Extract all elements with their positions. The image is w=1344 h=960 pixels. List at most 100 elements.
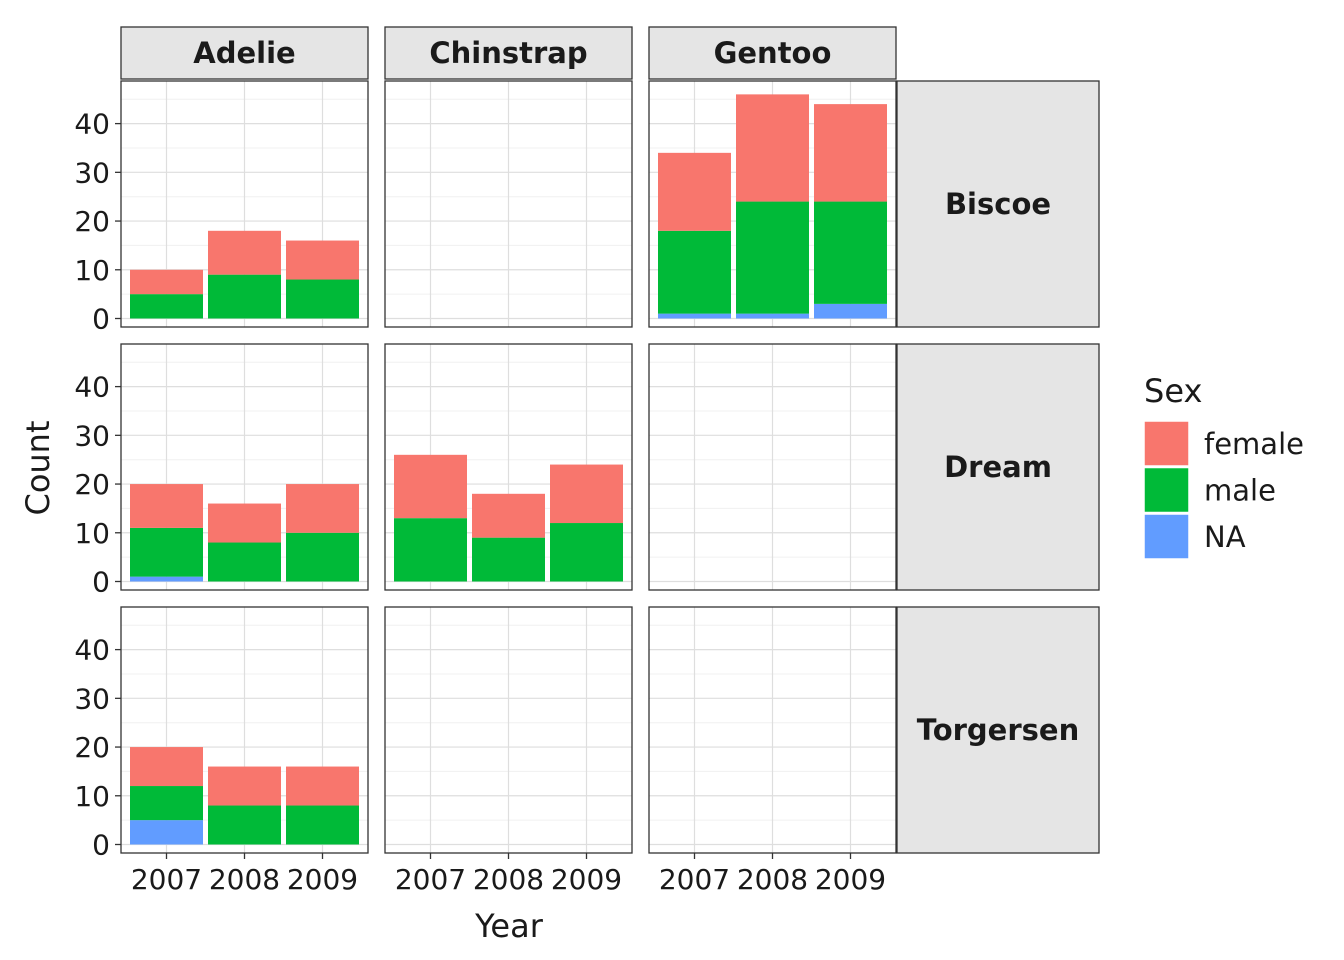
bar-male-2007: [658, 230, 731, 314]
y-tick-label: 40: [74, 634, 110, 667]
y-axis-title: Count: [19, 420, 57, 515]
legend-key-male: [1143, 466, 1190, 514]
y-tick-label: 20: [74, 731, 110, 764]
bar-male-2008: [208, 805, 281, 845]
legend-key-na: [1143, 513, 1190, 560]
y-tick-label: 30: [74, 156, 110, 189]
strip-torgersen: [896, 606, 1100, 854]
panel-border: [384, 80, 633, 328]
bar-male-2009: [550, 523, 623, 582]
bar-male-2007: [130, 294, 203, 319]
y-tick-label: 40: [74, 371, 110, 404]
bar-female-2009: [550, 464, 623, 524]
x-tick-label: 2008: [209, 863, 280, 896]
legend-label-female: female: [1204, 427, 1304, 461]
bar-na-2007: [658, 313, 731, 319]
bar-male-2009: [814, 201, 887, 304]
panel-gentoo-biscoe: [648, 80, 897, 328]
panel-border: [384, 343, 633, 591]
y-tick-label: 10: [74, 254, 110, 287]
bar-male-2008: [472, 537, 545, 582]
bar-female-2008: [208, 503, 281, 543]
bar-female-2009: [286, 240, 359, 280]
panel-chinstrap-torgersen: [384, 606, 633, 854]
panel-border: [120, 343, 369, 591]
strip-label-gentoo: Gentoo: [714, 36, 832, 70]
strip-dream: [896, 343, 1100, 591]
bar-male-2009: [286, 279, 359, 319]
panel-adelie-biscoe: [120, 80, 369, 328]
bar-female-2008: [208, 230, 281, 275]
bar-female-2007: [130, 269, 203, 295]
x-tick-label: 2009: [551, 863, 622, 896]
x-tick-label: 2007: [395, 863, 466, 896]
panel-chinstrap-biscoe: [384, 80, 633, 328]
x-tick-label: 2007: [659, 863, 730, 896]
bar-female-2007: [130, 484, 203, 528]
bar-female-2007: [130, 747, 203, 787]
x-tick-label: 2007: [131, 863, 202, 896]
y-tick-label: 20: [74, 468, 110, 501]
bar-male-2007: [130, 786, 203, 821]
panel-border: [648, 80, 897, 328]
bar-female-2008: [208, 766, 281, 806]
y-tick-label: 0: [92, 566, 110, 599]
y-tick-label: 0: [92, 829, 110, 862]
strip-adelie: [120, 26, 369, 80]
x-axis-title: Year: [474, 907, 544, 945]
bar-female-2008: [472, 493, 545, 538]
strip-label-chinstrap: Chinstrap: [429, 36, 587, 70]
bar-na-2007: [130, 576, 203, 582]
bar-na-2008: [736, 313, 809, 319]
strip-chinstrap: [384, 26, 633, 80]
y-tick-label: 30: [74, 682, 110, 715]
legend-key-female: [1143, 420, 1190, 467]
bar-male-2009: [286, 532, 359, 582]
bar-female-2009: [814, 104, 887, 202]
bar-female-2007: [658, 152, 731, 231]
y-tick-label: 40: [74, 108, 110, 141]
bar-female-2009: [286, 766, 359, 806]
legend-title: Sex: [1144, 372, 1202, 410]
panels-layer: [120, 80, 897, 854]
strip-label-biscoe: Biscoe: [945, 187, 1051, 221]
strip-gentoo: [648, 26, 897, 80]
strips-layer: Adelie Chinstrap Gentoo Biscoe Dream Torgerse…: [120, 26, 1100, 854]
legend-label-male: male: [1204, 474, 1276, 508]
x-tick-label: 2009: [815, 863, 886, 896]
x-tick-label: 2008: [737, 863, 808, 896]
panel-gentoo-torgersen: [648, 606, 897, 854]
panel-gentoo-dream: [648, 343, 897, 591]
bar-male-2008: [208, 274, 281, 319]
panel-adelie-dream: [120, 343, 369, 591]
x-tick-label: 2008: [473, 863, 544, 896]
panel-border: [648, 343, 897, 591]
bar-male-2008: [736, 201, 809, 314]
panel-adelie-torgersen: [120, 606, 369, 854]
legend-label-na: NA: [1204, 520, 1246, 554]
bar-male-2007: [394, 518, 467, 582]
bar-female-2009: [286, 484, 359, 533]
strip-biscoe: [896, 80, 1100, 328]
bar-na-2007: [130, 820, 203, 845]
bar-male-2007: [130, 527, 203, 577]
strip-label-adelie: Adelie: [193, 36, 295, 70]
y-tick-label: 30: [74, 419, 110, 452]
bar-male-2008: [208, 542, 281, 582]
x-tick-label: 2009: [287, 863, 358, 896]
bar-male-2009: [286, 805, 359, 845]
panel-chinstrap-dream: [384, 343, 633, 591]
y-tick-label: 20: [74, 205, 110, 238]
panel-border: [120, 80, 369, 328]
strip-label-torgersen: Torgersen: [917, 713, 1079, 747]
strip-label-dream: Dream: [944, 450, 1052, 484]
y-tick-label: 10: [74, 780, 110, 813]
bar-na-2009: [814, 303, 887, 319]
bar-female-2008: [736, 94, 809, 202]
bar-female-2007: [394, 454, 467, 519]
y-tick-label: 10: [74, 517, 110, 550]
y-tick-label: 0: [92, 303, 110, 336]
